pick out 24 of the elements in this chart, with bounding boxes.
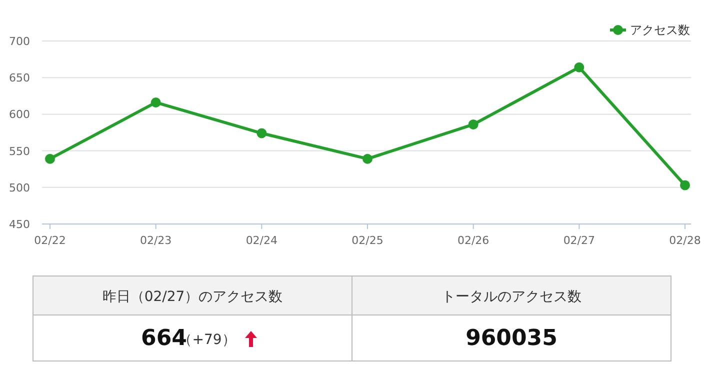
- point: [574, 62, 584, 72]
- point: [45, 154, 55, 164]
- x-tick-label: 02/26: [457, 234, 490, 247]
- y-tick-label: 450: [9, 218, 30, 231]
- x-tick-label: 02/22: [34, 234, 66, 247]
- text: 960035: [466, 326, 558, 351]
- x-tick-label: 02/28: [669, 234, 701, 247]
- x-tick-label: 02/23: [140, 234, 172, 247]
- y-tick-label: 600: [9, 108, 30, 122]
- point: [362, 154, 372, 164]
- point: [468, 119, 478, 130]
- text: トータルのアクセス数: [442, 289, 582, 305]
- point: [256, 128, 267, 138]
- y-tick-label: 550: [9, 144, 30, 158]
- point: [150, 97, 161, 108]
- text: 昨日（02/27）のアクセス数: [102, 289, 283, 305]
- x-tick-label: 02/27: [563, 234, 596, 247]
- y-tick-label: 700: [9, 35, 30, 48]
- x-tick-label: 02/25: [352, 234, 384, 247]
- y-tick-label: 650: [9, 72, 30, 85]
- point: [680, 180, 690, 190]
- y-tick-label: 500: [9, 181, 30, 194]
- x-tick-label: 02/24: [246, 234, 278, 247]
- legend-label: アクセス数: [630, 23, 690, 37]
